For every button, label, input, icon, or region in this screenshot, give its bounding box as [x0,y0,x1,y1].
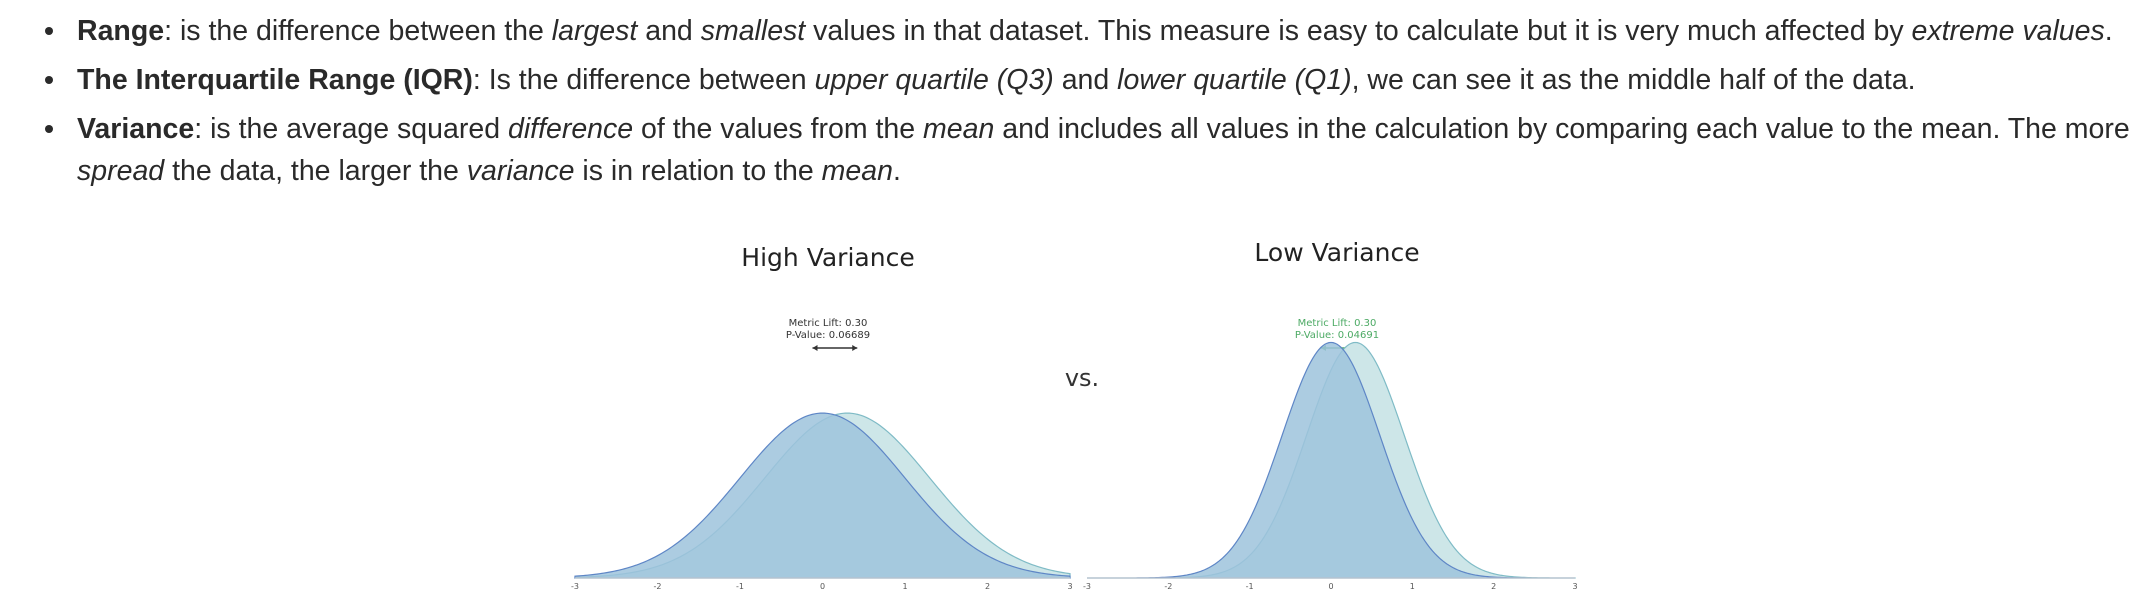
body-text: values in that dataset. This measure is … [805,15,1912,47]
definition-iqr: The Interquartile Range (IQR): Is the di… [0,59,2150,101]
x-tick-label: 1 [902,582,907,591]
lift-arrow-head [852,345,858,351]
x-tick-label: -2 [1164,582,1172,591]
chart-annotation: Metric Lift: 0.30 [789,318,868,329]
vs-label: vs. [1065,364,1099,392]
x-tick-label: -3 [1083,582,1091,591]
body-text: , we can see it as the middle half of th… [1351,64,1916,96]
control-distribution-curve [574,412,1071,579]
chart-annotation: Metric Lift: 0.30 [1298,318,1377,329]
chart-panel: High Variance Metric Lift: 0.30P-Value: 0… [571,243,1073,591]
x-tick-label: 2 [985,582,990,591]
chart-title: High Variance [741,243,914,272]
control-distribution-curve [1087,341,1575,579]
chart-panel: Low Variance Metric Lift: 0.30P-Value: 0.… [1083,238,1578,591]
term-label: Range [77,15,165,47]
x-tick-label: 3 [1572,582,1577,591]
chart-annotation: P-Value: 0.04691 [1295,330,1379,341]
emphasis-text: difference [507,113,634,145]
chart-annotation: P-Value: 0.06689 [786,330,870,341]
x-tick-label: 0 [1328,582,1333,591]
bullet-dot [45,27,53,35]
definition-variance: Variance: is the average squared differe… [0,108,2150,192]
emphasis-text: spread [77,155,165,187]
body-text: : is the difference between the [164,15,552,47]
lift-arrow-head [1360,345,1366,351]
emphasis-text: variance [466,155,575,187]
emphasis-text: lower quartile (Q1) [1117,64,1352,96]
body-text: : Is the difference between [472,64,815,96]
x-tick-label: -1 [736,582,744,591]
x-tick-label: 3 [1067,582,1072,591]
x-tick-label: 1 [1410,582,1415,591]
x-tick-label: 0 [820,582,825,591]
treatment-distribution-curve [574,412,1071,579]
emphasis-text: upper quartile (Q3) [814,64,1054,96]
body-text: is in relation to the [574,155,822,187]
treatment-distribution-curve [1087,341,1576,579]
lift-arrow-head [812,345,818,351]
body-text: : is the average squared [194,113,508,145]
body-text: . [892,155,901,187]
body-text: . [2104,15,2113,47]
definition-range: Range: is the difference between the lar… [0,10,2150,52]
emphasis-text: largest [551,15,638,47]
emphasis-text: mean [923,113,995,145]
bullet-dot [45,125,53,133]
body-text: of the values from the [633,113,924,145]
x-tick-label: -2 [654,582,662,591]
x-tick-label: 2 [1491,582,1496,591]
lift-arrow-head [1321,345,1326,351]
x-tick-label: -3 [571,582,579,591]
definitions-list: Range: is the difference between the lar… [0,10,2150,199]
term-label: Variance [77,113,195,145]
definition-text: The Interquartile Range (IQR): Is the di… [77,64,1916,96]
term-label: The Interquartile Range (IQR) [77,64,473,96]
definition-text: Range: is the difference between the lar… [77,15,2113,47]
bullet-dot [45,76,53,84]
definition-text: Variance: is the average squared differe… [77,113,2130,187]
emphasis-text: mean [821,155,893,187]
emphasis-text: extreme values [1911,15,2105,47]
emphasis-text: smallest [700,15,806,47]
body-text: and [637,15,701,47]
x-tick-label: -1 [1246,582,1254,591]
body-text: and [1053,64,1118,96]
chart-title: Low Variance [1254,238,1419,267]
body-text: the data, the larger the [164,155,467,187]
body-text: and includes all values in the calculati… [994,113,2130,145]
